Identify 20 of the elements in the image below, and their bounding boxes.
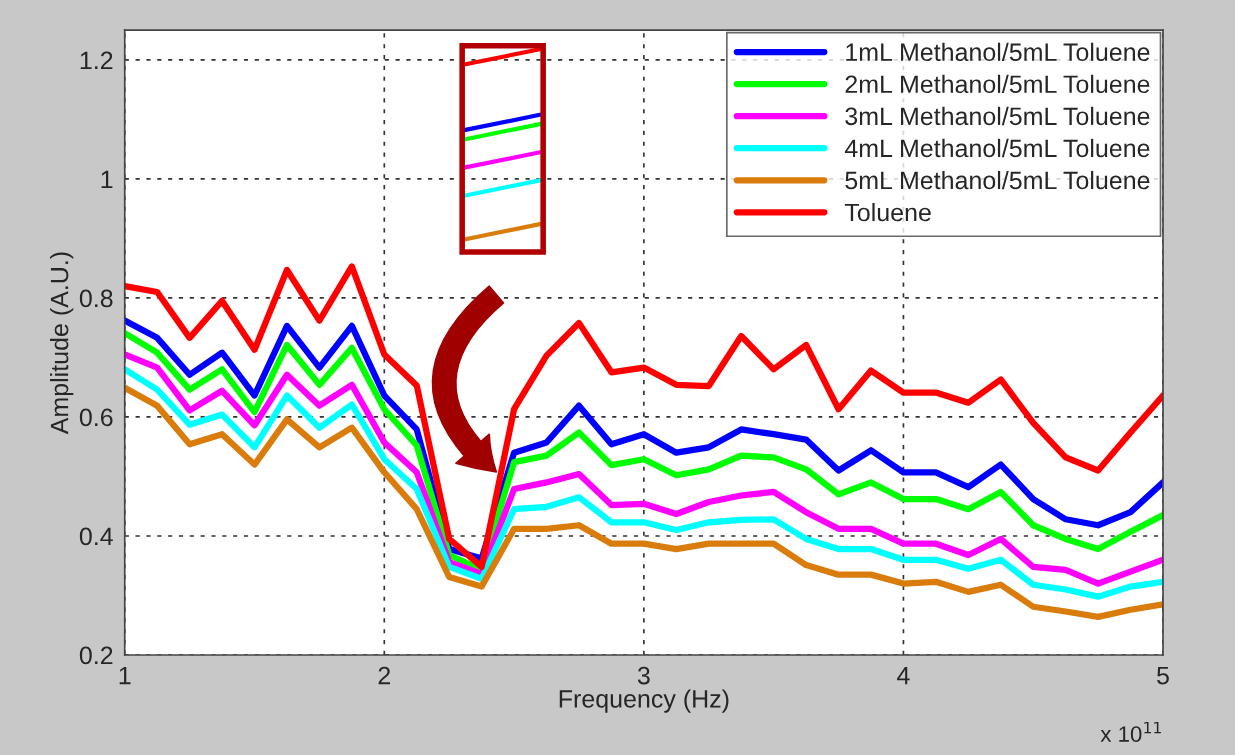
x-tick-label: 1 bbox=[119, 666, 131, 685]
x-axis-title: Frequency (Hz) bbox=[559, 689, 729, 713]
y-tick-label: 0.2 bbox=[79, 646, 113, 665]
legend-label: 5mL Methanol/5mL Toluene bbox=[845, 170, 1150, 190]
x-tick-label: 3 bbox=[637, 666, 650, 685]
legend-label: Toluene bbox=[844, 202, 931, 222]
text: x 10$^{11}$ bbox=[1100, 721, 1161, 742]
y-tick-label: 1.2 bbox=[80, 51, 113, 70]
x-tick-label: 4 bbox=[897, 666, 910, 685]
legend-label: 1mL Methanol/5mL Toluene bbox=[846, 42, 1150, 62]
y-axis-title: Amplitude (A.U.) bbox=[50, 252, 74, 435]
y-tick-label: 0.8 bbox=[79, 289, 113, 308]
legend-label: 4mL Methanol/5mL Toluene bbox=[844, 138, 1150, 158]
legend-label: 2mL Methanol/5mL Toluene bbox=[845, 74, 1150, 94]
y-tick-label: 0.6 bbox=[79, 408, 113, 427]
x-tick-label: 2 bbox=[378, 666, 390, 685]
legend-label: 3mL Methanol/5mL Toluene bbox=[845, 106, 1150, 126]
y-tick-label: 1 bbox=[101, 170, 113, 189]
x-tick-label: 5 bbox=[1157, 666, 1169, 685]
y-tick-label: 0.4 bbox=[79, 527, 113, 546]
